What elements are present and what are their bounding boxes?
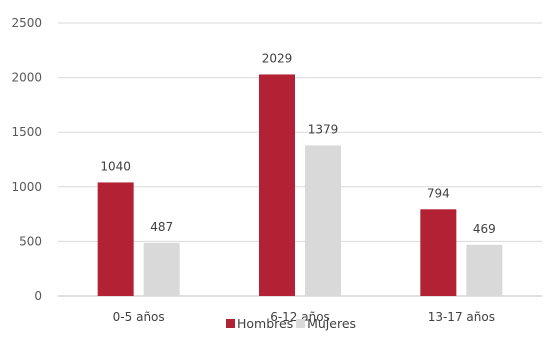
bar-hombres bbox=[420, 209, 457, 296]
y-tick-label: 500 bbox=[19, 234, 42, 248]
y-tick-label: 1500 bbox=[11, 125, 42, 139]
y-tick-label: 2000 bbox=[11, 71, 42, 85]
bar-mujeres bbox=[143, 242, 180, 296]
bar-mujeres bbox=[466, 244, 503, 296]
legend-label: Hombres bbox=[237, 316, 293, 331]
y-tick-label: 1000 bbox=[11, 180, 42, 194]
data-label: 487 bbox=[150, 220, 173, 234]
data-label: 2029 bbox=[262, 51, 293, 65]
x-tick-label: 6-12 años bbox=[270, 310, 330, 324]
gridlines bbox=[58, 22, 542, 297]
legend-swatch-hombres bbox=[226, 319, 235, 328]
legend-label: Mujeres bbox=[307, 316, 356, 331]
x-axis: 0-5 años 6-12 años 13-17 años bbox=[113, 310, 495, 324]
data-label: 1379 bbox=[308, 122, 339, 136]
data-label: 1040 bbox=[100, 159, 131, 173]
y-tick-label: 0 bbox=[34, 289, 42, 303]
data-labels: 1040 487 2029 1379 794 469 bbox=[100, 51, 495, 235]
data-label: 469 bbox=[473, 222, 496, 236]
bar-hombres bbox=[259, 74, 295, 296]
legend: Hombres Mujeres bbox=[226, 316, 356, 331]
x-tick-label: 0-5 años bbox=[113, 310, 165, 324]
bar-mujeres bbox=[305, 145, 341, 296]
bars bbox=[97, 74, 503, 296]
y-axis: 0 500 1000 1500 2000 2500 bbox=[11, 16, 42, 303]
y-tick-label: 2500 bbox=[11, 16, 42, 30]
data-label: 794 bbox=[427, 186, 450, 200]
bar-hombres bbox=[97, 182, 134, 296]
legend-swatch-mujeres bbox=[296, 319, 306, 328]
x-tick-label: 13-17 años bbox=[428, 310, 495, 324]
